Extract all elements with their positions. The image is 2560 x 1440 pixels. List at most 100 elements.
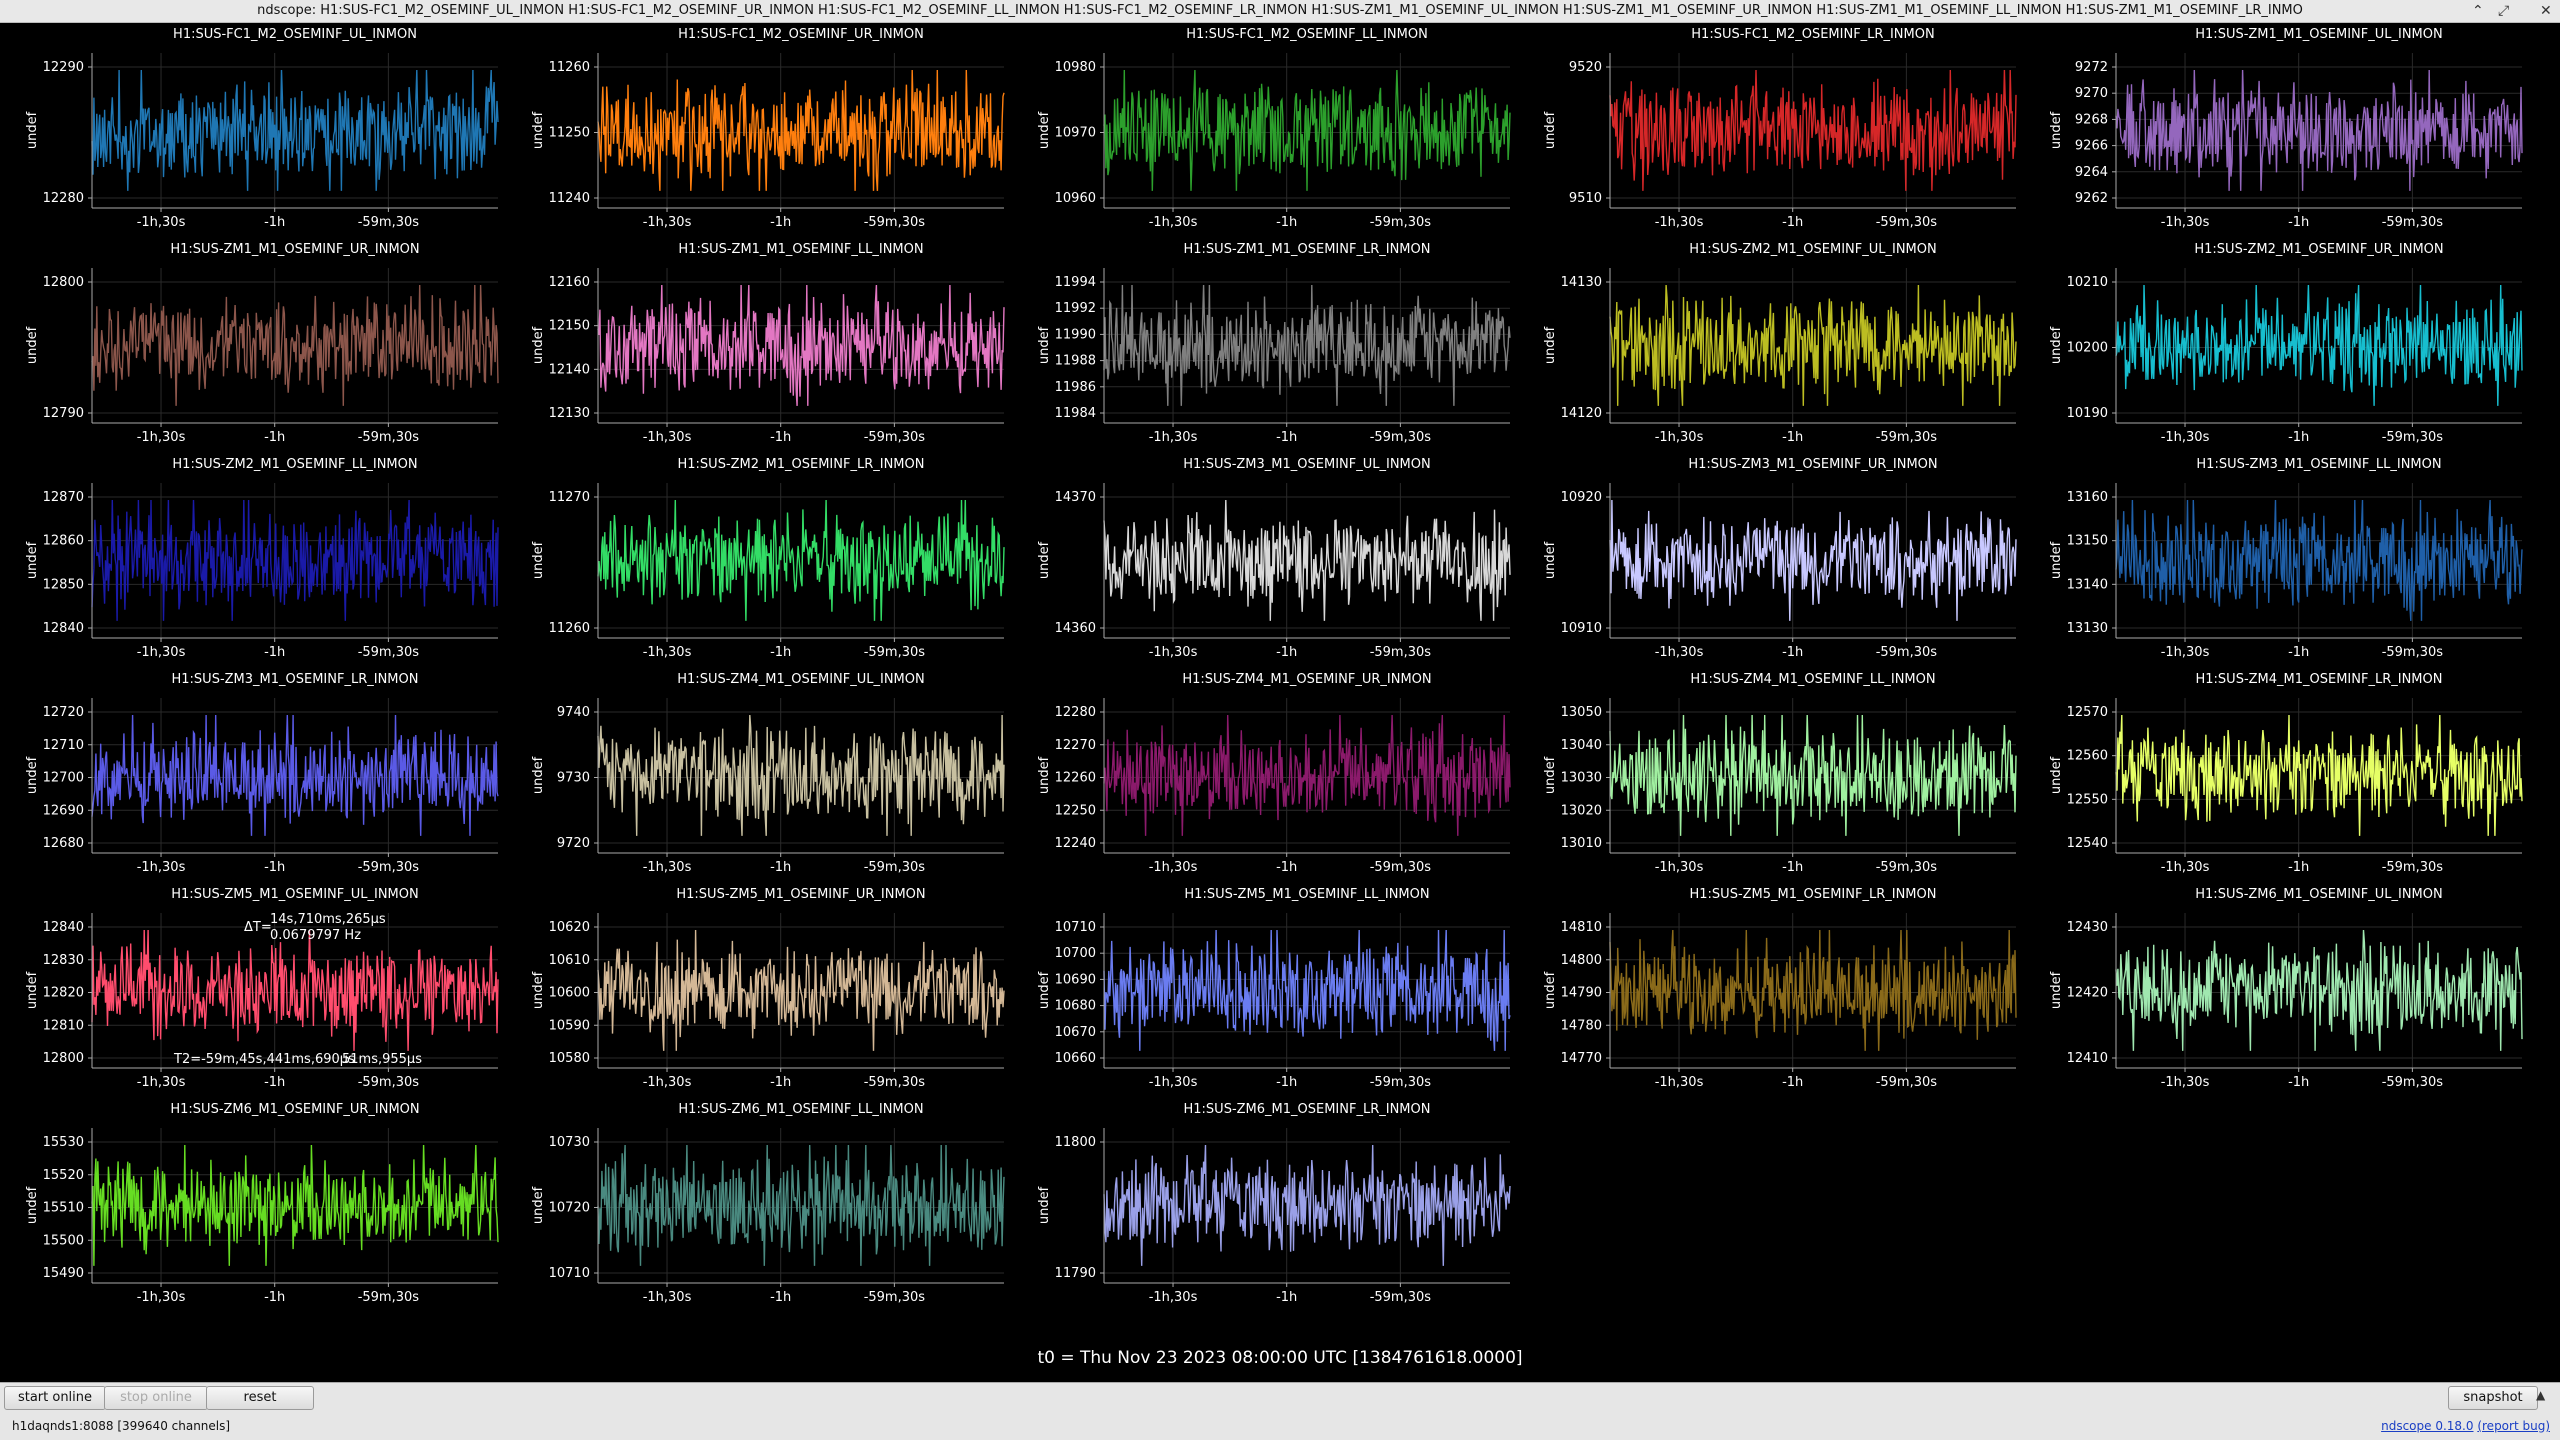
plot-canvas[interactable]: 11260 11250 11240 -1h,30s -1h -59m,30s undef — [514, 27, 1020, 242]
plot-canvas[interactable]: 12720 12710 12700 12690 12680 -1h,30s -1h -59m,… — [8, 672, 514, 887]
plot-h1-sus-zm4-m1-oseminf-ul-inmon[interactable]: H1:SUS-ZM4_M1_OSEMINF_UL_INMON 9740 9730 97… — [514, 672, 1020, 887]
y-axis-label: undef — [1543, 971, 1558, 1009]
plot-canvas[interactable]: 15530 15520 15510 15500 15490 -1h,30s -1h -59m,… — [8, 1102, 514, 1317]
plot-h1-sus-zm4-m1-oseminf-lr-inmon[interactable]: H1:SUS-ZM4_M1_OSEMINF_LR_INMON 12570 12560… — [2032, 672, 2538, 887]
y-tick-label: 9272 — [2075, 60, 2108, 75]
signal-trace — [597, 1144, 1005, 1266]
plot-canvas[interactable]: 10730 10720 10710 -1h,30s -1h -59m,30s undef — [514, 1102, 1020, 1317]
reset-button[interactable]: reset — [206, 1386, 314, 1410]
x-tick-label: -59m,30s — [1370, 860, 1432, 875]
version-link[interactable]: ndscope 0.18.0 — [2381, 1419, 2474, 1433]
plot-canvas[interactable]: 10710 10700 10690 10680 10670 10660 -1h,30s -1h… — [1020, 887, 1526, 1102]
x-tick-label: -1h,30s — [2161, 430, 2210, 445]
plot-canvas[interactable]: 12840 12830 12820 12810 12800 -1h,30s -1h -59m,… — [8, 887, 514, 1102]
y-tick-label: 10190 — [2067, 406, 2108, 421]
status-bar: h1daqnds1:8088 [399640 channels] ndscope… — [0, 1413, 2560, 1440]
plot-canvas[interactable]: 13160 13150 13140 13130 -1h,30s -1h -59m,30s un… — [2032, 457, 2538, 672]
x-tick-label: -1h,30s — [1149, 1075, 1198, 1090]
maximize-icon[interactable]: ⤢ — [2498, 3, 2510, 19]
y-tick-label: 10960 — [1055, 191, 1096, 206]
close-icon[interactable]: ✕ — [2540, 3, 2552, 19]
y-tick-label: 14360 — [1055, 621, 1096, 636]
snapshot-button[interactable]: snapshot — [2448, 1386, 2538, 1410]
plot-h1-sus-zm3-m1-oseminf-lr-inmon[interactable]: H1:SUS-ZM3_M1_OSEMINF_LR_INMON 12720 12710… — [8, 672, 514, 887]
y-tick-label: 12410 — [2067, 1051, 2108, 1066]
cursor-frequency: 0.0679797 Hz — [270, 928, 361, 943]
signal-trace — [2115, 284, 2523, 406]
y-tick-label: 14780 — [1561, 1018, 1602, 1033]
plot-canvas[interactable]: 10620 10610 10600 10590 10580 -1h,30s -1h -59m,… — [514, 887, 1020, 1102]
y-tick-label: 12870 — [43, 490, 84, 505]
plot-canvas[interactable]: 11994 11992 11990 11988 11986 11984 -1h,30s -1h… — [1020, 242, 1526, 457]
plot-h1-sus-fc1-m2-oseminf-ul-inmon[interactable]: H1:SUS-FC1_M2_OSEMINF_UL_INMON 12290 12280… — [8, 27, 514, 242]
plot-canvas[interactable]: 10980 10970 10960 -1h,30s -1h -59m,30s undef — [1020, 27, 1526, 242]
plot-canvas[interactable]: 14370 14360 -1h,30s -1h -59m,30s undef — [1020, 457, 1526, 672]
plot-h1-sus-zm6-m1-oseminf-ll-inmon[interactable]: H1:SUS-ZM6_M1_OSEMINF_LL_INMON 10730 10720… — [514, 1102, 1020, 1317]
minimize-icon[interactable]: ⌃ — [2472, 3, 2484, 19]
x-tick-label: -59m,30s — [1876, 645, 1938, 660]
plot-h1-sus-zm1-m1-oseminf-ul-inmon[interactable]: H1:SUS-ZM1_M1_OSEMINF_UL_INMON 9272 9270 92… — [2032, 27, 2538, 242]
plot-h1-sus-zm1-m1-oseminf-ur-inmon[interactable]: H1:SUS-ZM1_M1_OSEMINF_UR_INMON 12800 12790… — [8, 242, 514, 457]
y-tick-label: 9268 — [2075, 112, 2108, 127]
plot-canvas[interactable]: 11270 11260 -1h,30s -1h -59m,30s undef — [514, 457, 1020, 672]
plot-h1-sus-zm3-m1-oseminf-ll-inmon[interactable]: H1:SUS-ZM3_M1_OSEMINF_LL_INMON 13160 13150… — [2032, 457, 2538, 672]
plot-h1-sus-fc1-m2-oseminf-ll-inmon[interactable]: H1:SUS-FC1_M2_OSEMINF_LL_INMON 10980 10970… — [1020, 27, 1526, 242]
plot-h1-sus-zm2-m1-oseminf-ll-inmon[interactable]: H1:SUS-ZM2_M1_OSEMINF_LL_INMON 12870 12860… — [8, 457, 514, 672]
plot-title: H1:SUS-ZM6_M1_OSEMINF_UR_INMON — [170, 1102, 420, 1117]
y-tick-label: 12430 — [2067, 920, 2108, 935]
plot-h1-sus-zm5-m1-oseminf-ll-inmon[interactable]: H1:SUS-ZM5_M1_OSEMINF_LL_INMON 10710 10700… — [1020, 887, 1526, 1102]
y-tick-label: 14370 — [1055, 490, 1096, 505]
plot-h1-sus-zm2-m1-oseminf-ul-inmon[interactable]: H1:SUS-ZM2_M1_OSEMINF_UL_INMON 14130 14120… — [1526, 242, 2032, 457]
plot-canvas[interactable]: 12800 12790 -1h,30s -1h -59m,30s undef — [8, 242, 514, 457]
plot-canvas[interactable]: 12870 12860 12850 12840 -1h,30s -1h -59m,30s un… — [8, 457, 514, 672]
plot-h1-sus-zm1-m1-oseminf-lr-inmon[interactable]: H1:SUS-ZM1_M1_OSEMINF_LR_INMON 11994 11992… — [1020, 242, 1526, 457]
plot-h1-sus-zm6-m1-oseminf-ul-inmon[interactable]: H1:SUS-ZM6_M1_OSEMINF_UL_INMON 12430 12420… — [2032, 887, 2538, 1102]
plot-canvas[interactable]: 9272 9270 9268 9266 9264 9262 -1h,30s -1h -59m,3… — [2032, 27, 2538, 242]
start-online-button[interactable]: start online — [4, 1386, 106, 1410]
plot-canvas[interactable]: 14810 14800 14790 14780 14770 -1h,30s -1h -59m,… — [1526, 887, 2032, 1102]
plot-canvas[interactable]: 12160 12150 12140 12130 -1h,30s -1h -59m,30s un… — [514, 242, 1020, 457]
x-tick-label: -59m,30s — [358, 430, 420, 445]
plot-canvas[interactable]: 13050 13040 13030 13020 13010 -1h,30s -1h -59m,… — [1526, 672, 2032, 887]
y-axis-label: undef — [531, 971, 546, 1009]
plot-h1-sus-zm6-m1-oseminf-lr-inmon[interactable]: H1:SUS-ZM6_M1_OSEMINF_LR_INMON 11800 11790… — [1020, 1102, 1526, 1317]
y-tick-label: 10670 — [1055, 1025, 1096, 1040]
plot-h1-sus-zm3-m1-oseminf-ur-inmon[interactable]: H1:SUS-ZM3_M1_OSEMINF_UR_INMON 10920 10910… — [1526, 457, 2032, 672]
plot-h1-sus-zm4-m1-oseminf-ll-inmon[interactable]: H1:SUS-ZM4_M1_OSEMINF_LL_INMON 13050 13040… — [1526, 672, 2032, 887]
plot-h1-sus-zm1-m1-oseminf-ll-inmon[interactable]: H1:SUS-ZM1_M1_OSEMINF_LL_INMON 12160 12150… — [514, 242, 1020, 457]
x-tick-label: -59m,30s — [864, 215, 926, 230]
plot-h1-sus-zm5-m1-oseminf-ul-inmon[interactable]: H1:SUS-ZM5_M1_OSEMINF_UL_INMON 12840 12830… — [8, 887, 514, 1102]
plot-h1-sus-fc1-m2-oseminf-ur-inmon[interactable]: H1:SUS-FC1_M2_OSEMINF_UR_INMON 11260 11250… — [514, 27, 1020, 242]
plot-h1-sus-zm3-m1-oseminf-ul-inmon[interactable]: H1:SUS-ZM3_M1_OSEMINF_UL_INMON 14370 14360… — [1020, 457, 1526, 672]
y-tick-label: 10680 — [1055, 999, 1096, 1014]
plot-h1-sus-zm4-m1-oseminf-ur-inmon[interactable]: H1:SUS-ZM4_M1_OSEMINF_UR_INMON 12280 12270… — [1020, 672, 1526, 887]
report-bug-link[interactable]: (report bug) — [2477, 1419, 2550, 1433]
plot-canvas[interactable]: 12570 12560 12550 12540 -1h,30s -1h -59m,30s un… — [2032, 672, 2538, 887]
plot-canvas[interactable]: 12290 12280 -1h,30s -1h -59m,30s undef — [8, 27, 514, 242]
plot-canvas[interactable]: 12280 12270 12260 12250 12240 -1h,30s -1h -59m,… — [1020, 672, 1526, 887]
plot-canvas[interactable]: 10920 10910 -1h,30s -1h -59m,30s undef — [1526, 457, 2032, 672]
plot-canvas[interactable]: 12430 12420 12410 -1h,30s -1h -59m,30s undef — [2032, 887, 2538, 1102]
plot-canvas[interactable]: 9520 9510 -1h,30s -1h -59m,30s undef — [1526, 27, 2032, 242]
plot-canvas[interactable]: 11800 11790 -1h,30s -1h -59m,30s undef — [1020, 1102, 1526, 1317]
y-axis-label: undef — [1543, 111, 1558, 149]
x-tick-label: -1h — [770, 430, 791, 445]
plot-canvas[interactable]: 14130 14120 -1h,30s -1h -59m,30s undef — [1526, 242, 2032, 457]
plot-canvas[interactable]: 9740 9730 9720 -1h,30s -1h -59m,30s undef — [514, 672, 1020, 887]
x-tick-label: -1h — [1782, 215, 1803, 230]
y-tick-label: 9264 — [2075, 165, 2108, 180]
y-tick-label: 12850 — [43, 577, 84, 592]
x-tick-label: -59m,30s — [358, 215, 420, 230]
y-tick-label: 13130 — [2067, 621, 2108, 636]
x-tick-label: -1h,30s — [137, 430, 186, 445]
plot-h1-sus-zm2-m1-oseminf-ur-inmon[interactable]: H1:SUS-ZM2_M1_OSEMINF_UR_INMON 10210 10200… — [2032, 242, 2538, 457]
y-axis-label: undef — [1037, 326, 1052, 364]
menu-arrow-icon[interactable]: ▲ — [2536, 1388, 2546, 1402]
plot-canvas[interactable]: 10210 10200 10190 -1h,30s -1h -59m,30s undef — [2032, 242, 2538, 457]
plot-h1-sus-zm5-m1-oseminf-lr-inmon[interactable]: H1:SUS-ZM5_M1_OSEMINF_LR_INMON 14810 14800… — [1526, 887, 2032, 1102]
plot-h1-sus-zm2-m1-oseminf-lr-inmon[interactable]: H1:SUS-ZM2_M1_OSEMINF_LR_INMON 11270 11260… — [514, 457, 1020, 672]
plot-h1-sus-fc1-m2-oseminf-lr-inmon[interactable]: H1:SUS-FC1_M2_OSEMINF_LR_INMON 9520 9510 -1… — [1526, 27, 2032, 242]
plot-h1-sus-zm5-m1-oseminf-ur-inmon[interactable]: H1:SUS-ZM5_M1_OSEMINF_UR_INMON 10620 10610… — [514, 887, 1020, 1102]
plot-h1-sus-zm6-m1-oseminf-ur-inmon[interactable]: H1:SUS-ZM6_M1_OSEMINF_UR_INMON 15530 15520… — [8, 1102, 514, 1317]
y-tick-label: 15520 — [43, 1168, 84, 1183]
